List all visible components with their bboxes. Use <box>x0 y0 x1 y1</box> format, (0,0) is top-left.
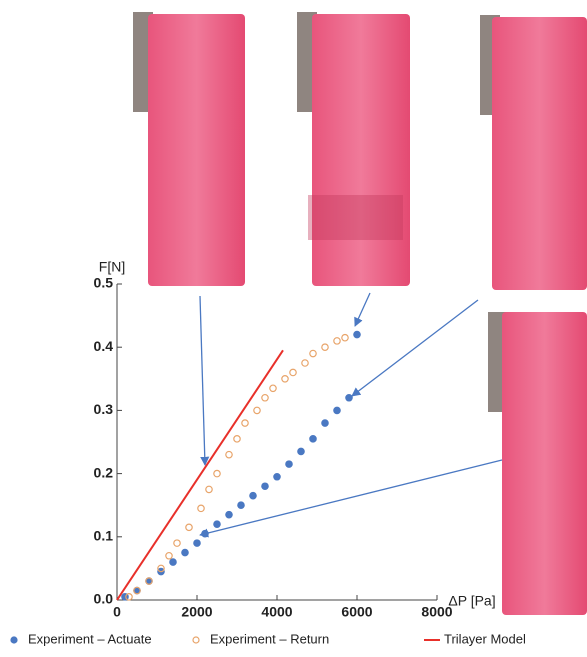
y-tick-label: 0.0 <box>94 591 114 607</box>
data-point <box>213 469 221 478</box>
data-point <box>261 393 269 402</box>
data-point <box>261 482 269 491</box>
data-point <box>321 419 329 427</box>
data-point <box>237 501 245 510</box>
arrow <box>354 292 371 327</box>
data-point <box>253 406 261 415</box>
data-point <box>157 564 165 573</box>
arrow <box>199 459 503 538</box>
legend-label: Trilayer Model <box>444 631 526 646</box>
arrow <box>351 299 479 397</box>
data-point <box>225 450 233 459</box>
x-tick-label: 6000 <box>341 604 372 620</box>
data-point <box>169 558 177 566</box>
data-point <box>289 368 297 377</box>
data-point <box>269 384 277 393</box>
data-point <box>309 349 317 358</box>
data-point <box>205 485 213 494</box>
data-point <box>333 337 341 345</box>
data-point <box>145 577 153 585</box>
data-point <box>341 333 349 342</box>
data-point <box>301 359 309 367</box>
y-tick-label: 0.2 <box>94 464 114 480</box>
data-point <box>249 491 257 500</box>
data-point <box>165 551 173 560</box>
data-point <box>201 529 209 538</box>
model-line <box>116 349 284 601</box>
y-tick-label: 0.3 <box>94 401 114 417</box>
data-point <box>321 343 329 352</box>
legend-label: Experiment – Actuate <box>28 631 152 646</box>
gel-photo <box>492 17 587 290</box>
data-point <box>281 374 289 383</box>
data-point <box>309 435 317 443</box>
data-point <box>345 393 353 402</box>
data-point <box>241 419 249 427</box>
data-point <box>273 472 281 481</box>
data-point <box>353 330 361 339</box>
shadow <box>308 195 403 240</box>
x-tick-label: 8000 <box>421 604 452 620</box>
gel-photo <box>312 14 410 286</box>
photos <box>133 12 587 615</box>
y-tick-label: 0.4 <box>94 338 114 354</box>
data-point <box>297 447 305 456</box>
data-point <box>185 523 193 532</box>
legend-swatch <box>10 636 18 644</box>
arrow <box>199 295 210 466</box>
x-axis-label: ΔP [Pa] <box>448 593 495 609</box>
arrows <box>199 292 503 538</box>
y-tick-label: 0.1 <box>94 528 114 544</box>
data-point <box>333 406 341 415</box>
x-tick-label: 2000 <box>181 604 212 620</box>
data-point <box>173 539 181 547</box>
x-tick-label: 0 <box>113 604 121 620</box>
y-axis-label: F[N] <box>99 259 125 275</box>
gel-photo <box>148 14 245 286</box>
data-point <box>233 435 241 443</box>
legend-label: Experiment – Return <box>210 631 329 646</box>
legend-swatch <box>192 636 200 644</box>
data-point <box>213 520 221 528</box>
data-point <box>181 548 189 557</box>
data-point <box>285 460 293 468</box>
data-point <box>125 593 133 601</box>
y-tick-label: 0.5 <box>94 275 114 291</box>
gel-photo <box>502 312 587 615</box>
data-point <box>225 510 233 519</box>
data-point <box>193 539 201 547</box>
x-tick-label: 4000 <box>261 604 292 620</box>
data-point <box>197 504 205 513</box>
data-point <box>133 586 141 595</box>
